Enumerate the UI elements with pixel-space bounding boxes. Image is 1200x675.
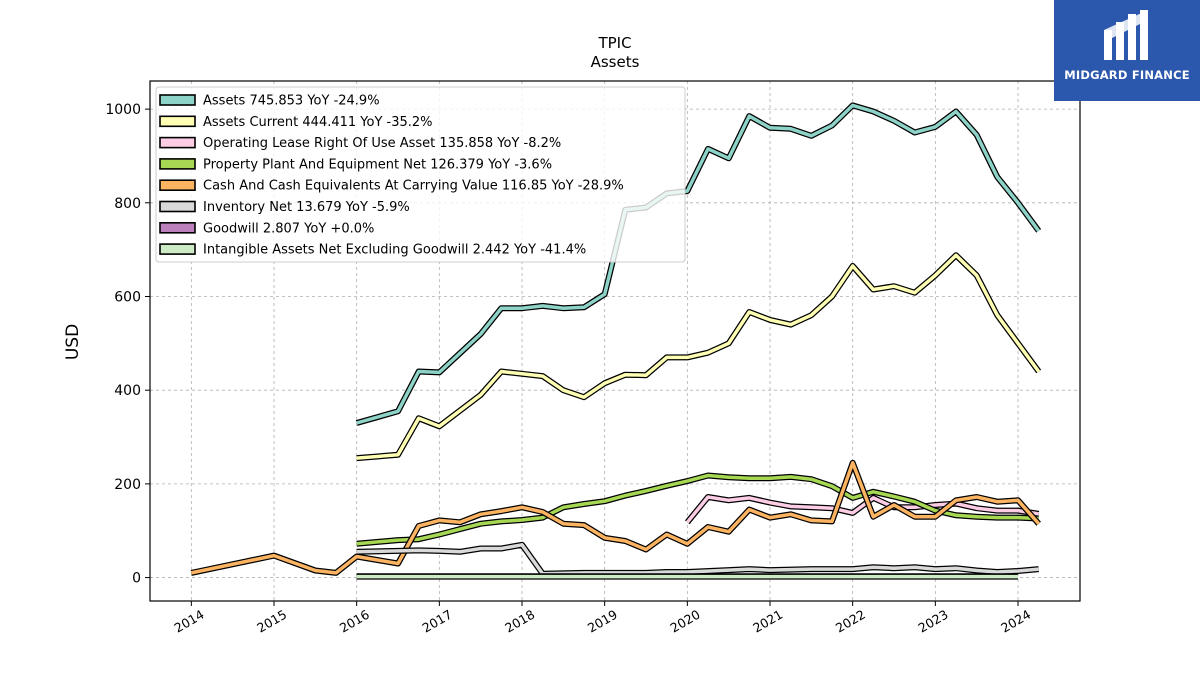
legend-entry-label: Intangible Assets Net Excluding Goodwill… [203,243,586,258]
x-tick-label: 2020 [668,607,703,636]
legend-entry-label: Property Plant And Equipment Net 126.379… [203,157,552,172]
x-tick-label: 2019 [585,607,620,636]
legend-entry-label: Assets 745.853 YoY -24.9% [203,94,380,109]
series-line-inventory-net [356,543,1039,576]
series-line-assets [356,103,1041,425]
x-tick-label: 2017 [420,607,455,636]
series-line-assets-current [356,253,1041,460]
legend-swatch [159,179,196,191]
x-tick-label: 2021 [750,607,785,636]
y-axis-label: USD [63,324,83,360]
chart-title: TPIC [597,34,631,52]
y-tick-label: 400 [114,383,141,399]
legend-entry-label: Inventory Net 13.679 YoY -5.9% [203,200,410,215]
series-outline-cash-and-cash-equivalents-at-carrying-value [190,459,1041,576]
x-tick-label: 2014 [172,607,207,636]
logo-mark-icon [1104,10,1148,60]
series-group [190,102,1042,580]
legend-swatch [159,243,196,255]
legend-swatch [159,200,196,213]
series-line-cash-and-cash-equivalents-at-carrying-value [190,461,1041,575]
series-line-operating-lease-right-of-use-asset [685,495,1039,524]
y-tick-label: 1000 [105,102,141,118]
legend: Assets 745.853 YoY -24.9% Assets Current … [155,86,686,263]
legend-box [155,86,686,263]
x-tick-label: 2023 [916,607,951,636]
legend-swatch [159,222,196,234]
y-tick-label: 800 [114,196,141,212]
brand-logo: MIDGARD FINANCE [1054,0,1200,101]
legend-entry-label: Operating Lease Right Of Use Asset 135.8… [203,136,561,151]
legend-entry-label: Assets Current 444.411 YoY -35.2% [203,115,433,130]
x-tick-label: 2016 [337,607,372,636]
y-tick-label: 200 [114,477,141,493]
x-tick-label: 2024 [998,607,1033,636]
plot-frame [149,80,1081,602]
brand-name: MIDGARD FINANCE [1064,68,1190,82]
legend-swatch [159,115,196,128]
y-tick-label: 600 [114,289,141,305]
legend-swatch [159,158,196,170]
x-tick-label: 2018 [502,607,537,636]
y-tick-label: 0 [132,571,141,587]
chart-subtitle: Assets [591,53,640,71]
x-tick-label: 2015 [254,607,289,636]
legend-swatch [159,94,196,106]
legend-entry-label: Goodwill 2.807 YoY +0.0% [203,221,374,236]
legend-swatch [159,136,196,149]
legend-entry-label: Cash And Cash Equivalents At Carrying Va… [203,179,624,194]
x-tick-label: 2022 [833,607,868,636]
series-line-property-plant-and-equipment-net [356,473,1039,546]
